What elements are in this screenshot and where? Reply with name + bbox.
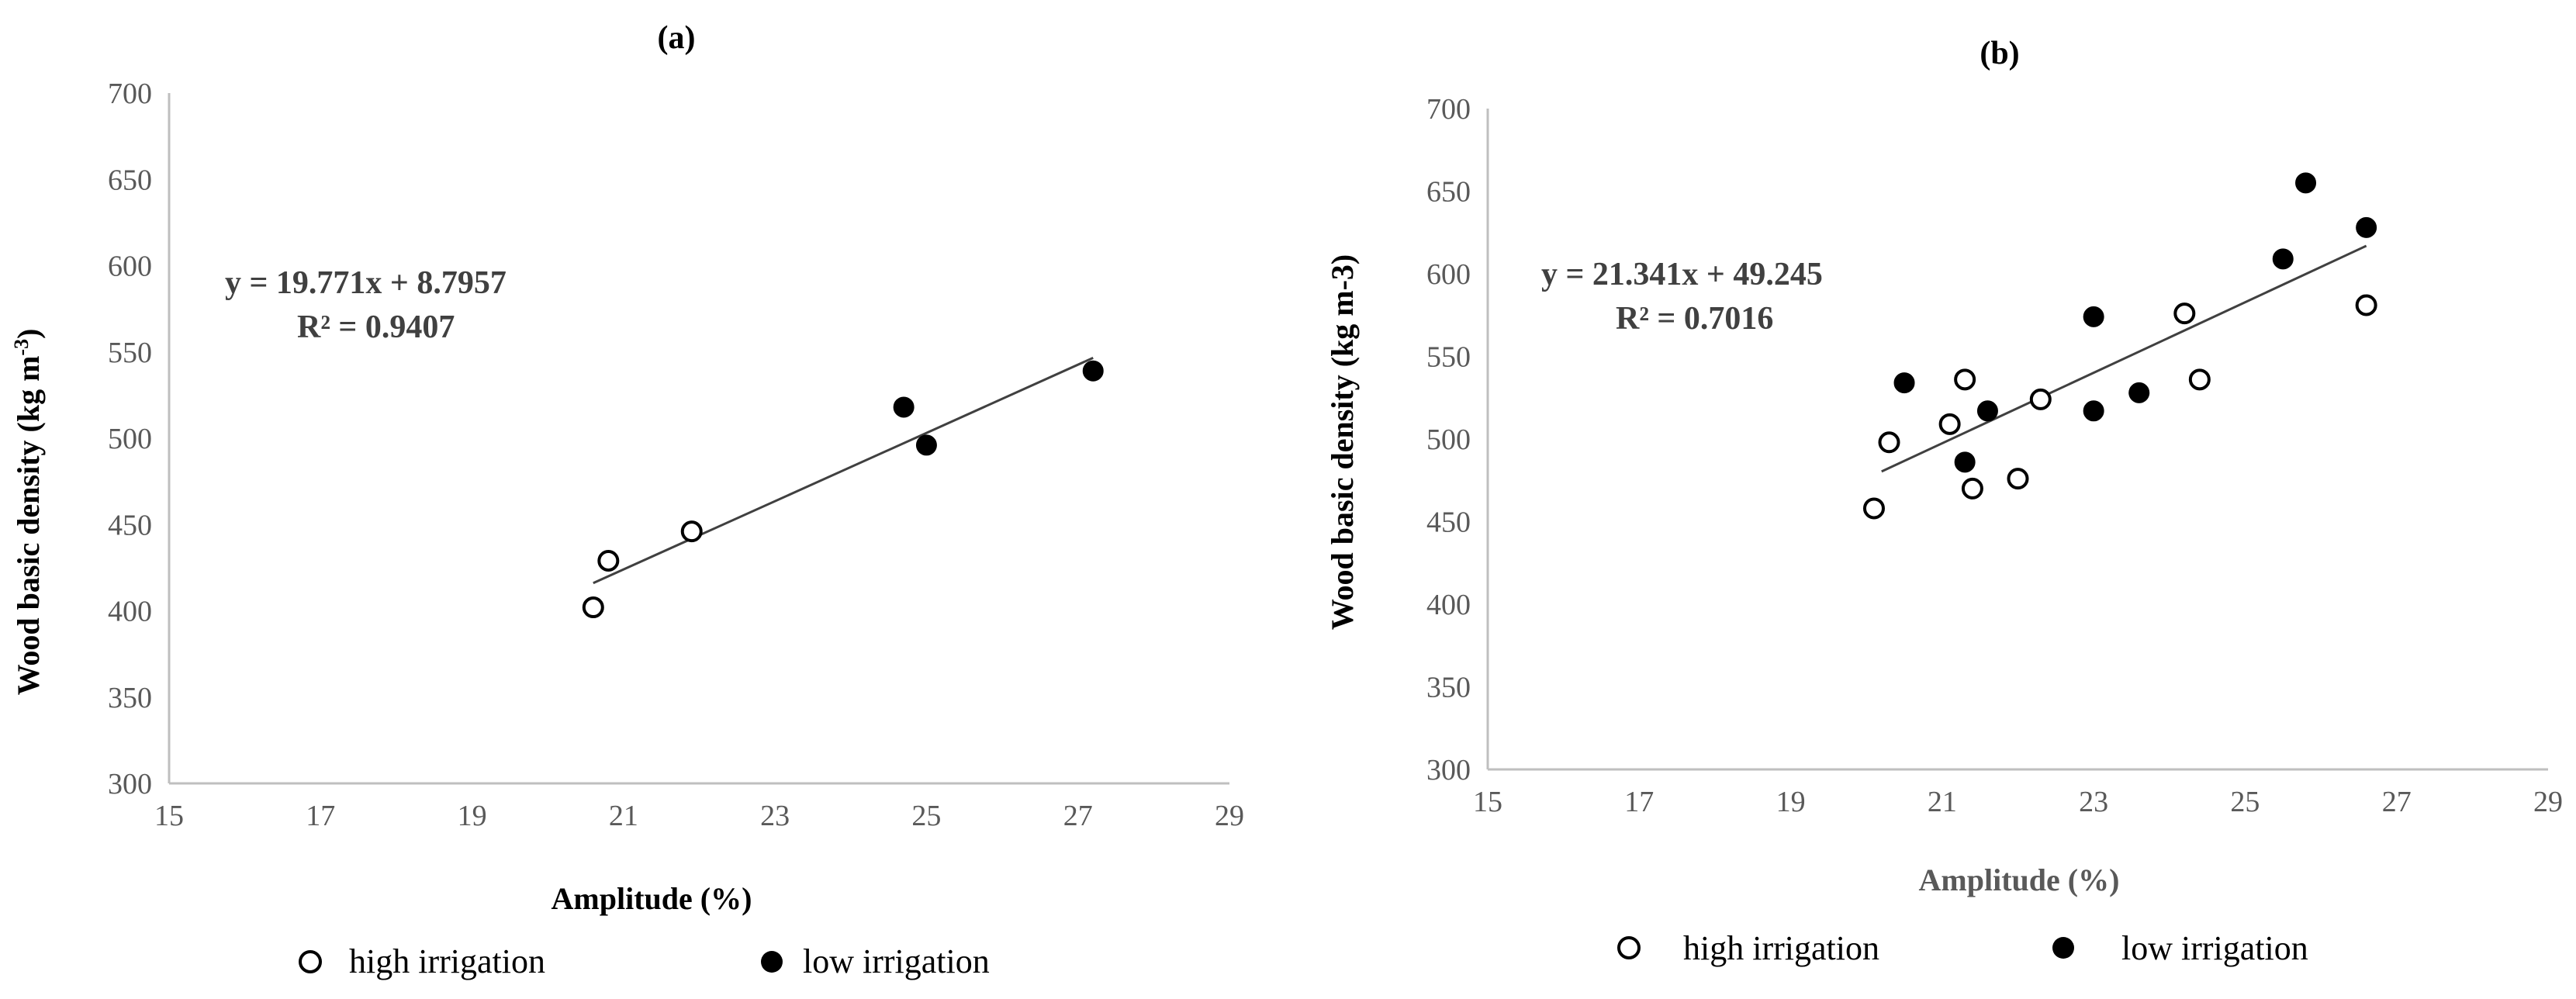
chart-b-ytick-label: 500 [1426,423,1471,456]
chart-b-point-low-irrigation [1976,400,1998,422]
chart-a-xtick-label: 21 [609,800,638,832]
chart-b-xtick-label: 15 [1473,786,1502,818]
chart-b-xtick-label: 19 [1776,786,1806,818]
chart-b-title: (b) [1980,36,2019,71]
chart-a-xtick-label: 27 [1063,800,1093,832]
chart-b-xtick-label: 25 [2230,786,2260,818]
chart-a-r2: R² = 0.9407 [297,309,455,345]
legend-b-high-label: high irrigation [1683,929,1879,967]
chart-a-trendline [593,357,1094,585]
chart-a-xtick-label: 29 [1215,800,1244,832]
chart-a-ytick-label: 400 [108,596,152,628]
chart-b-xtick-label: 21 [1928,786,1957,818]
chart-b-r2: R² = 0.7016 [1616,301,1773,337]
chart-b-point-high-irrigation [1938,413,1961,435]
chart-a-xtick-label: 23 [760,800,790,832]
chart-b-point-high-irrigation [1878,431,1900,454]
chart-a-point-low-irrigation [893,396,915,418]
chart-a-ytick-label: 550 [108,337,152,369]
chart-a-xlabel: Amplitude (%) [552,881,752,916]
chart-a-point-low-irrigation [1082,360,1104,382]
chart-b-point-high-irrigation [1954,368,1976,391]
chart-b-point-high-irrigation [2188,368,2211,391]
chart-b-point-high-irrigation [2029,388,2052,410]
chart-b-point-low-irrigation [1893,372,1915,394]
chart-a-ytick-label: 300 [108,768,152,800]
legend-a-low-label: low irrigation [803,942,990,980]
chart-a-point-high-irrigation [597,549,620,572]
chart-b-ytick-label: 550 [1426,341,1471,374]
chart-b-xlabel: Amplitude (%) [1919,862,2120,897]
chart-b-point-low-irrigation [2128,382,2150,403]
legend-a-high-label: high irrigation [349,942,545,980]
chart-b-ytick-label: 400 [1426,589,1471,621]
chart-a-ytick-label: 450 [108,509,152,541]
chart-b-point-low-irrigation [1954,451,1976,473]
chart-b-point-high-irrigation [2355,294,2377,316]
chart-a-ytick-label: 600 [108,251,152,283]
chart-a-ytick-label: 700 [108,78,152,110]
legend-b-low-label: low irrigation [2121,929,2308,967]
chart-b-xtick-label: 27 [2382,786,2412,818]
chart-b-point-high-irrigation [1862,497,1885,520]
chart-a-ytick-label: 650 [108,164,152,196]
legend-b-open-marker [1617,936,1641,959]
chart-a-ytick-label: 350 [108,682,152,714]
chart-b-trendline [1881,244,2367,473]
chart-b-ytick-label: 300 [1426,754,1471,786]
chart-b-point-low-irrigation [2272,248,2294,270]
chart-b-point-low-irrigation [2356,216,2377,238]
chart-b-point-high-irrigation [2173,302,2196,325]
chart-b-ytick-label: 350 [1426,672,1471,704]
chart-b-ytick-label: 650 [1426,176,1471,209]
chart-a-equation: y = 19.771x + 8.7957 [225,265,507,301]
chart-b-ytick-label: 700 [1426,93,1471,126]
chart-a-ylabel: Wood basic density (kg m-3) [10,329,47,696]
chart-b-point-high-irrigation [1961,477,1983,500]
chart-b-xtick-label: 17 [1624,786,1654,818]
chart-b-point-low-irrigation [2083,306,2104,327]
chart-a-point-low-irrigation [915,434,937,456]
chart-a-xtick-label: 15 [154,800,184,832]
chart-dynamic-layer: 300 350 400 450 500 550 600 650 700 15 17 19 21 23 25 2… [108,78,2563,832]
chart-a-ytick-label: 500 [108,423,152,455]
legend-a-filled-marker [761,951,783,973]
chart-a-point-high-irrigation [582,596,604,619]
chart-a-xtick-label: 17 [306,800,335,832]
chart-b-xtick-label: 23 [2079,786,2108,818]
chart-a-point-high-irrigation [680,520,703,543]
chart-a-title: (a) [658,20,696,56]
chart-b-point-high-irrigation [2007,468,2029,490]
chart-a-xtick-label: 19 [458,800,487,832]
chart-b-ytick-label: 600 [1426,258,1471,291]
chart-b-point-low-irrigation [2083,400,2104,422]
chart-b-xtick-label: 29 [2533,786,2563,818]
chart-a-xtick-label: 25 [911,800,941,832]
chart-b-ylabel: Wood basic density (kg m-3) [1325,254,1360,631]
chart-b-ytick-label: 450 [1426,506,1471,539]
legend-a-open-marker [299,950,322,973]
chart-b-point-low-irrigation [2295,172,2317,194]
legend-b-filled-marker [2052,937,2074,959]
chart-b-equation: y = 21.341x + 49.245 [1541,257,1823,292]
